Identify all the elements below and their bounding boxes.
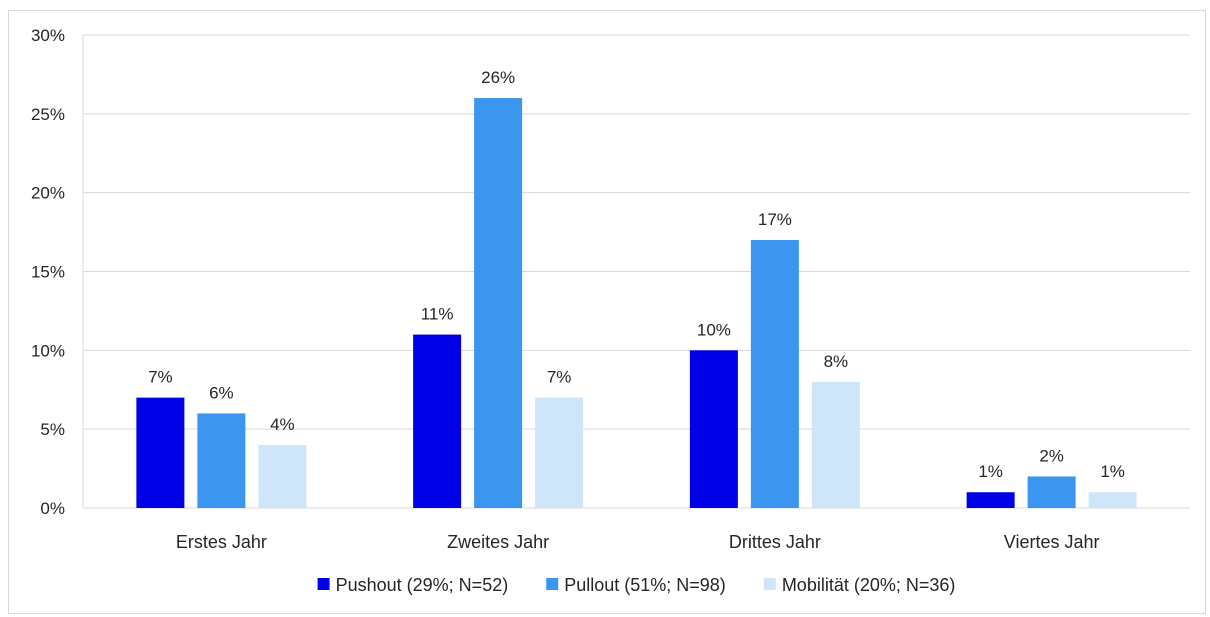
chart-frame — [8, 10, 1206, 614]
legend-label: Mobilität (20%; N=36) — [782, 575, 956, 595]
legend-label: Pullout (51%; N=98) — [564, 575, 726, 595]
data-label: 8% — [824, 352, 849, 371]
bar — [1088, 492, 1137, 508]
bar — [811, 381, 860, 508]
data-label: 10% — [697, 320, 731, 339]
bar — [1027, 476, 1076, 508]
data-label: 2% — [1039, 446, 1064, 465]
x-axis-category-labels: Erstes Jahr Zweites Jahr Drittes Jahr Viert… — [176, 532, 1100, 552]
legend-item: Pullout (51%; N=98) — [546, 575, 726, 595]
legend: Pushout (29%; N=52) Pullout (51%; N=98) Mo… — [317, 575, 956, 595]
y-tick-label: 25% — [31, 105, 65, 124]
y-tick-label: 0% — [40, 499, 65, 518]
category-label: Erstes Jahr — [176, 532, 267, 552]
data-label: 1% — [1100, 462, 1125, 481]
data-label: 4% — [270, 415, 295, 434]
data-label: 7% — [148, 368, 173, 387]
legend-swatch — [546, 578, 559, 590]
legend-swatch — [763, 578, 776, 590]
y-tick-label: 30% — [31, 26, 65, 45]
bar — [197, 413, 246, 508]
bar — [258, 444, 307, 508]
data-label: 26% — [481, 68, 515, 87]
data-labels: 7% 6% 4% 11% 26% 7% 10% 17% 8% 1% 2% 1% — [148, 68, 1125, 481]
y-tick-label: 15% — [31, 263, 65, 282]
data-label: 11% — [421, 305, 454, 324]
category-label: Drittes Jahr — [729, 532, 821, 552]
bar — [750, 239, 799, 508]
legend-item: Mobilität (20%; N=36) — [763, 575, 956, 595]
bar — [136, 397, 185, 508]
bar — [535, 397, 584, 508]
category-label: Zweites Jahr — [447, 532, 549, 552]
legend-swatch — [317, 578, 330, 590]
y-tick-label: 10% — [31, 341, 65, 360]
bar — [689, 350, 738, 508]
bars — [136, 98, 1137, 509]
y-tick-label: 20% — [31, 184, 65, 203]
gridlines — [82, 34, 1190, 509]
data-label: 17% — [758, 210, 792, 229]
data-label: 1% — [978, 462, 1003, 481]
legend-item: Pushout (29%; N=52) — [317, 575, 509, 595]
bar — [966, 492, 1015, 508]
data-label: 7% — [547, 368, 572, 387]
category-label: Viertes Jahr — [1004, 532, 1100, 552]
legend-label: Pushout (29%; N=52) — [336, 575, 509, 595]
y-axis-tick-labels: 0% 5% 10% 15% 20% 25% 30% — [31, 26, 65, 518]
y-tick-label: 5% — [40, 420, 65, 439]
data-label: 6% — [209, 383, 234, 402]
bar — [474, 98, 523, 509]
bar — [413, 334, 462, 508]
